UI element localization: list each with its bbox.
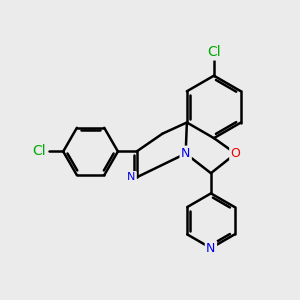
Text: N: N bbox=[127, 172, 136, 182]
Text: Cl: Cl bbox=[207, 45, 221, 59]
Text: O: O bbox=[231, 147, 241, 160]
Text: N: N bbox=[206, 242, 216, 255]
Text: N: N bbox=[181, 147, 190, 160]
Text: Cl: Cl bbox=[33, 145, 46, 158]
